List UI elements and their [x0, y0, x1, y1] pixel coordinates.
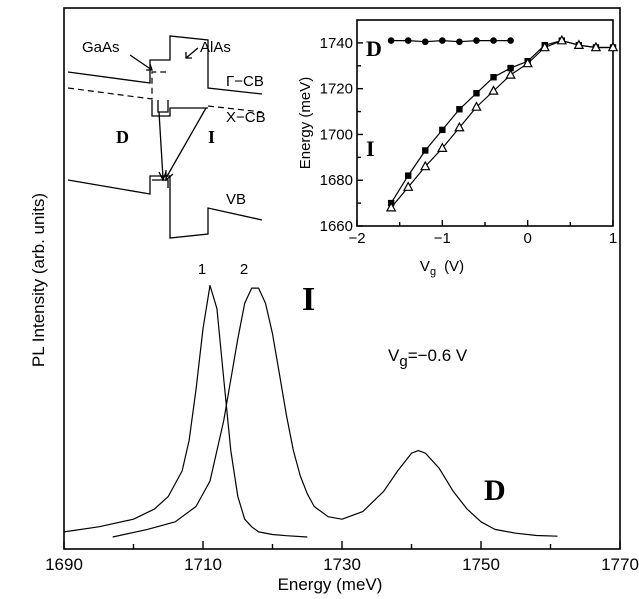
main-x-axis-label: Energy (meV) — [278, 575, 383, 594]
inset-point-triangle — [488, 85, 499, 95]
inset-line-square — [390, 39, 613, 204]
inset-point-circle — [404, 37, 412, 44]
inset-point-triangle — [420, 160, 431, 171]
label-indirect-main: I — [302, 281, 315, 318]
inset-point-circle — [387, 37, 395, 44]
alas-arrow — [185, 47, 199, 59]
gaas-label: GaAs — [82, 39, 120, 56]
inset-point-circle — [490, 37, 497, 44]
inset-point-triangle — [437, 142, 448, 152]
inset-x-tick-label: 1 — [609, 230, 617, 247]
gate-voltage-annotation: Vg=−0.6 V — [388, 346, 468, 370]
inset-label-direct: D — [366, 36, 382, 61]
inset-point-square — [456, 106, 463, 113]
inset-point-circle — [421, 38, 429, 46]
indirect-transition-arrow — [165, 107, 207, 182]
alas-label: AlAs — [200, 39, 231, 56]
x-cb-band — [67, 71, 263, 113]
vb-label: VB — [226, 191, 246, 208]
inset-point-triangle — [471, 101, 482, 111]
inset-point-triangle — [402, 181, 414, 191]
inset-x-tick-label: −1 — [434, 230, 451, 247]
gaas-arrow — [129, 54, 153, 71]
main-x-tick-label: 1770 — [601, 555, 639, 574]
inset-point-circle — [507, 37, 514, 44]
main-x-ticks: 1690 1710 1730 1750 1770 — [45, 541, 639, 574]
x-cb-label: X−CB — [226, 109, 266, 126]
inset-x-tick-label: −2 — [348, 230, 365, 247]
gamma-cb-label: Γ−CB — [226, 73, 264, 90]
inset-y-tick-label: 1660 — [320, 218, 353, 235]
gamma-cb-band — [67, 35, 263, 95]
inset-point-triangle — [590, 41, 602, 52]
quantum-well — [151, 100, 208, 117]
inset-point-square — [473, 90, 480, 97]
inset-y-tick-label: 1680 — [320, 172, 353, 189]
main-x-tick-label: 1690 — [45, 555, 83, 574]
vb-well-box — [152, 179, 169, 188]
label-direct-main: D — [484, 474, 506, 507]
band-label-direct: D — [116, 127, 129, 147]
inset-point-triangle — [505, 69, 516, 79]
inset-y-axis-label: Energy (meV) — [297, 77, 314, 170]
inset-point-triangle — [454, 121, 465, 132]
inset-plot: −2 −1 0 1 1660 1680 1700 1720 1740 — [320, 34, 619, 247]
main-x-tick-label: 1750 — [462, 555, 500, 574]
inset-line-triangle — [390, 39, 613, 209]
well-box-upper — [157, 100, 169, 113]
inset-point-circle — [439, 37, 446, 44]
spectrum-1 — [63, 284, 308, 538]
pl-spectra — [63, 284, 558, 538]
inset-x-axis-label: Vg (V) — [420, 258, 464, 278]
main-x-tick-label: 1710 — [184, 555, 222, 574]
inset-y-tick-label: 1700 — [320, 126, 353, 143]
inset-point-square — [439, 126, 446, 134]
peak-label-2: 2 — [240, 261, 248, 278]
inset-point-circle — [456, 38, 463, 46]
inset-point-square — [422, 147, 429, 154]
spectrum-2 — [112, 287, 558, 538]
inset-y-tick-label: 1720 — [320, 81, 353, 98]
inset-point-triangle — [607, 41, 619, 52]
band-label-indirect: I — [208, 127, 215, 147]
direct-transition-arrow — [158, 111, 167, 182]
inset-point-square — [507, 64, 514, 72]
main-x-tick-label: 1730 — [323, 555, 361, 574]
inset-point-triangle — [522, 57, 533, 68]
inset-point-circle — [473, 37, 480, 44]
inset-point-square — [490, 74, 497, 81]
inset-point-triangle — [573, 39, 585, 49]
inset-point-triangle — [556, 34, 568, 45]
band-diagram: GaAs AlAs D I Γ−CB X−CB VB — [67, 35, 266, 239]
inset-label-indirect: I — [366, 136, 375, 161]
inset-point-triangle — [385, 201, 397, 212]
inset-point-square — [405, 172, 412, 179]
inset-x-tick-label: 0 — [523, 230, 531, 247]
valence-band — [67, 175, 263, 239]
inset-y-tick-label: 1740 — [320, 35, 353, 52]
inset-point-triangle — [539, 41, 550, 52]
peak-label-1: 1 — [198, 261, 206, 278]
main-y-axis-label: PL Intensity (arb. units) — [29, 193, 48, 367]
